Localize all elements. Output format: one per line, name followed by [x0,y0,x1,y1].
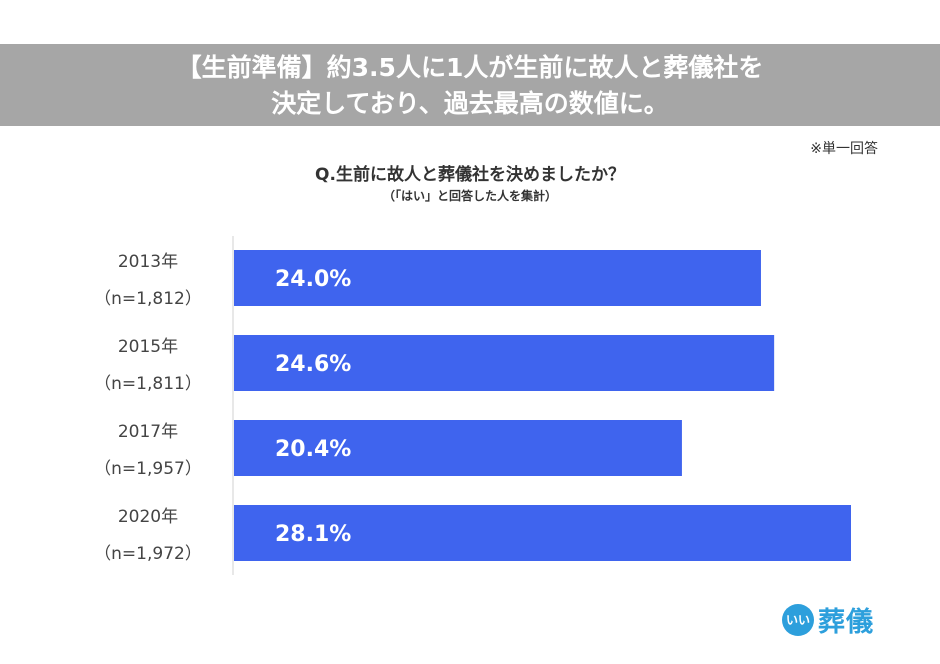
brand-logo: いい 葬儀 [782,600,874,639]
category-label-1: 2015年 [118,337,178,357]
banner-line-1: 【生前準備】約3.5人に1人が生前に故人と葬儀社を [176,53,764,82]
sample-size-label-1: （n=1,811） [94,374,202,394]
chart-title: Q.生前に故人と葬儀社を決めましたか？ [315,165,625,185]
bar-2 [234,420,682,476]
bar-value-label-2: 20.4% [275,437,351,462]
category-label-2: 2017年 [118,422,178,442]
bar-chart: 24.0% 2013年 （n=1,812） 24.6% 2015年 （n=1,811） 20… [94,236,851,575]
answer-type-note: ※単一回答 [810,141,878,157]
bar-0 [234,250,761,306]
sample-size-label-0: （n=1,812） [94,289,202,309]
chart-subtitle: （「はい」と回答した人を集計） [382,189,557,203]
sample-size-label-2: （n=1,957） [94,459,202,479]
category-label-3: 2020年 [118,507,178,527]
logo-text: 葬儀 [818,607,874,638]
category-label-0: 2013年 [118,252,178,272]
banner-line-2: 決定しており、過去最高の数値に。 [271,89,669,118]
logo-mark: いい [782,603,814,636]
bar-value-label-0: 24.0% [275,267,351,292]
bar-3 [234,505,851,561]
bar-value-label-3: 28.1% [275,522,351,547]
bar-value-label-1: 24.6% [275,352,351,377]
title-banner: 【生前準備】約3.5人に1人が生前に故人と葬儀社を 決定しており、過去最高の数値… [0,44,940,126]
bar-1 [234,335,775,391]
sample-size-label-3: （n=1,972） [94,544,202,564]
